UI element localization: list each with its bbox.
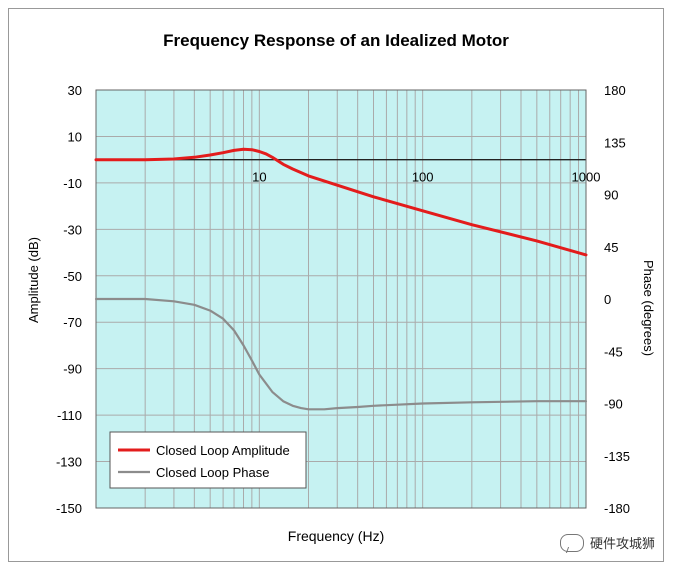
x-tick-label: 1000 (572, 170, 601, 185)
y-right-tick-label: -45 (604, 344, 623, 359)
y-left-tick-label: -90 (63, 362, 82, 377)
y-left-tick-label: 10 (68, 129, 82, 144)
y-right-tick-label: -90 (604, 397, 623, 412)
y-right-tick-label: 0 (604, 292, 611, 307)
y-left-tick-label: -50 (63, 269, 82, 284)
y-left-tick-label: -110 (57, 408, 82, 423)
y-left-tick-label: -10 (63, 176, 82, 191)
y-right-tick-label: 45 (604, 240, 618, 255)
y-left-tick-label: -70 (63, 315, 82, 330)
watermark-text: 硬件攻城狮 (589, 536, 655, 551)
x-axis-label: Frequency (Hz) (288, 528, 384, 544)
legend-box (109, 431, 307, 489)
watermark: 硬件攻城狮 (559, 533, 655, 552)
y-right-tick-label: 180 (604, 83, 626, 98)
y-left-tick-label: -150 (56, 501, 82, 516)
x-tick-label: 100 (412, 170, 434, 185)
x-tick-label: 10 (252, 170, 266, 185)
y-right-tick-label: -135 (604, 449, 630, 464)
y-left-tick-label: 30 (68, 83, 82, 98)
legend-label: Closed Loop Phase (156, 465, 269, 480)
y-right-axis-label: Phase (degrees) (641, 260, 656, 356)
y-left-axis-label: Amplitude (dB) (26, 237, 41, 323)
legend-label: Closed Loop Amplitude (156, 443, 290, 458)
y-right-tick-label: -180 (604, 501, 630, 516)
plot-layer: 30 10 -10 -30 -50 -70 -90 -110 -130 -150 180 135 90 4… (56, 83, 630, 516)
y-right-tick-label: 135 (604, 135, 626, 150)
chat-bubble-icon (559, 533, 584, 552)
y-left-tick-label: -130 (56, 455, 82, 470)
series-line (94, 147, 588, 257)
chart-title: Frequency Response of an Idealized Motor (163, 31, 509, 50)
series-line (94, 297, 588, 411)
chart-svg: Frequency Response of an Idealized Motor… (8, 8, 664, 562)
y-right-tick-label: 90 (604, 188, 618, 203)
y-left-tick-label: -30 (63, 222, 82, 237)
chart-frame: Frequency Response of an Idealized Motor… (8, 8, 664, 562)
